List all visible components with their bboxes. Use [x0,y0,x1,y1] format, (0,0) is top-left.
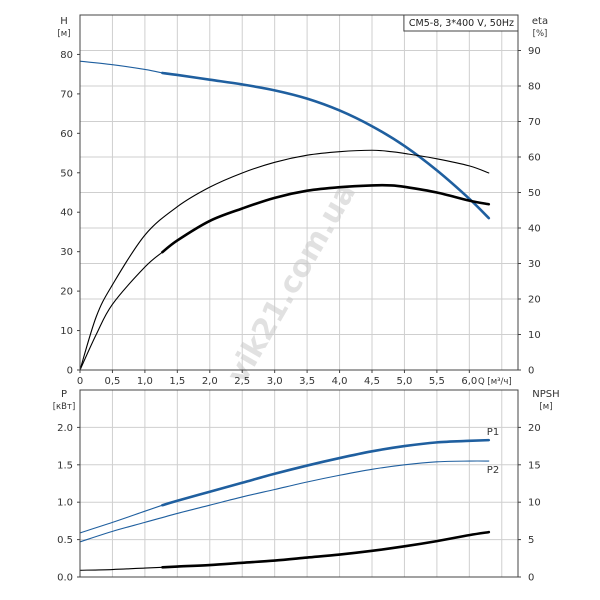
top-left-tick-label: 50 [60,168,73,179]
top-plot-curves [79,60,491,371]
series-label-p2: P2 [487,465,499,476]
top-left-axis-label: H [60,16,68,27]
x-tick-label: 3,5 [299,376,315,387]
x-tick-label: 0,5 [104,376,120,387]
chart-title-box: CM5-8, 3*400 V, 50Hz [403,14,519,32]
top-right-tick-label: 10 [528,330,541,341]
bottom-left-tick-label: 1.0 [57,498,73,509]
top-right-tick-label: 20 [528,295,541,306]
bottom-right-axis-unit: [м] [539,402,552,412]
top-plot-ticks: 0 0,5 1,0 1,5 2,0 2,5 3,0 3,5 4,0 4,5 5,0 5,5 6,0 0 10… [60,46,540,387]
x-tick-label: 3,0 [267,376,283,387]
chart-title: CM5-8, 3*400 V, 50Hz [409,18,514,29]
top-right-tick-label: 60 [528,153,541,164]
series-label-p1: P1 [487,427,499,438]
top-series-2-line [79,149,490,371]
bottom-series-p1-line [79,504,163,534]
top-right-tick-label: 70 [528,117,541,128]
bottom-left-tick-label: 2.0 [57,423,73,434]
bottom-left-tick-label: 0.0 [57,573,73,584]
bottom-right-tick-label: 0 [528,573,534,584]
x-tick-label: 6,0 [461,376,477,387]
top-left-axis-unit: [м] [57,29,70,39]
top-right-tick-label: 50 [528,188,541,199]
top-right-tick-label: 30 [528,259,541,270]
x-axis-label: Q [м³/ч] [478,377,512,387]
x-tick-label: 4,5 [364,376,380,387]
x-tick-label: 1,5 [169,376,185,387]
top-left-tick-label: 80 [60,50,73,61]
bottom-right-axis-label: NPSH [532,389,559,400]
top-series-3-operating-line [161,183,491,254]
bottom-series-3-line [79,566,163,571]
bottom-left-axis-label: P [61,389,67,400]
top-series-1-operating-line [161,71,491,220]
bottom-left-tick-label: 0.5 [57,535,73,546]
top-series-3-line [79,251,163,371]
top-left-tick-label: 40 [60,208,73,219]
bottom-plot-grid [80,390,518,577]
top-right-axis-unit: [%] [533,29,548,39]
x-tick-label: 1,0 [137,376,153,387]
bottom-plot-frame [79,389,519,578]
x-tick-label: 5,0 [396,376,412,387]
top-left-tick-label: 70 [60,89,73,100]
top-right-axis-label: eta [532,16,548,27]
bottom-right-tick-label: 15 [528,460,541,471]
bottom-left-tick-label: 1.5 [57,460,73,471]
bottom-right-tick-label: 10 [528,498,541,509]
top-right-tick-label: 90 [528,46,541,57]
top-left-tick-label: 20 [60,287,73,298]
x-tick-label: 2,0 [202,376,218,387]
bottom-plot-curves [79,438,491,571]
top-right-tick-label: 80 [528,82,541,93]
chart-title-frame [403,14,519,32]
bottom-series-p2-line [79,460,490,543]
top-series-1-line [79,60,163,74]
top-left-tick-label: 30 [60,247,73,258]
bottom-plot-ticks: 0.0 0.5 1.0 1.5 2.0 0 5 10 15 20 [57,423,541,584]
x-tick-label: 2,5 [234,376,250,387]
top-right-tick-label: 0 [528,366,534,377]
top-right-tick-label: 40 [528,224,541,235]
top-left-tick-label: 60 [60,129,73,140]
x-tick-label: 0 [77,376,83,387]
x-tick-label: 4,0 [332,376,348,387]
top-left-tick-label: 10 [60,326,73,337]
bottom-right-tick-label: 5 [528,535,534,546]
top-left-tick-label: 0 [67,366,73,377]
bottom-left-axis-unit: [кВт] [53,402,76,412]
bottom-right-tick-label: 20 [528,423,541,434]
x-tick-label: 5,5 [429,376,445,387]
bottom-series-3-operating-line [161,530,491,569]
bottom-series-p1-operating-line [161,438,491,507]
